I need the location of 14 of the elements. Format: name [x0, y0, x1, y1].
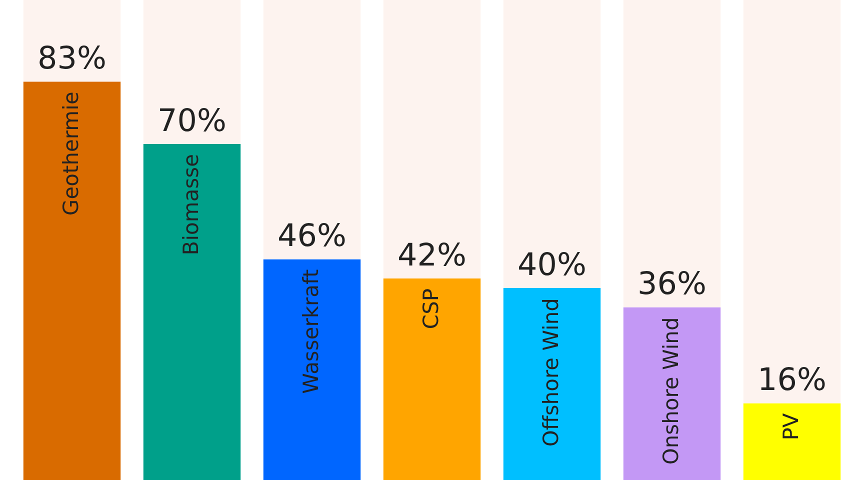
x-tick-label: Biomasse — [179, 154, 203, 256]
data-label: 46% — [278, 218, 346, 254]
data-label: 70% — [158, 103, 226, 139]
x-tick-label: Onshore Wind — [659, 317, 683, 465]
x-tick-label: PV — [779, 412, 803, 440]
x-tick-label: Wasserkraft — [299, 269, 323, 394]
data-label: 83% — [38, 40, 106, 77]
x-tick-label: Offshore Wind — [539, 298, 563, 447]
x-tick-label: Geothermie — [59, 92, 83, 216]
data-label: 36% — [638, 266, 706, 302]
data-label: 42% — [398, 237, 466, 274]
x-tick-label: CSP — [419, 288, 443, 330]
data-label: 40% — [518, 247, 586, 283]
data-label: 16% — [758, 362, 826, 398]
